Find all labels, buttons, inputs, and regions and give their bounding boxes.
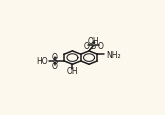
Text: S: S (91, 42, 96, 50)
Text: OH: OH (67, 67, 78, 76)
Text: NH₂: NH₂ (107, 50, 121, 59)
Text: OH: OH (88, 37, 99, 46)
Text: O: O (52, 52, 58, 61)
Text: O: O (84, 42, 90, 50)
Text: S: S (52, 57, 58, 66)
Text: O: O (52, 62, 58, 71)
Text: HO: HO (36, 57, 48, 66)
Text: O: O (98, 42, 103, 50)
